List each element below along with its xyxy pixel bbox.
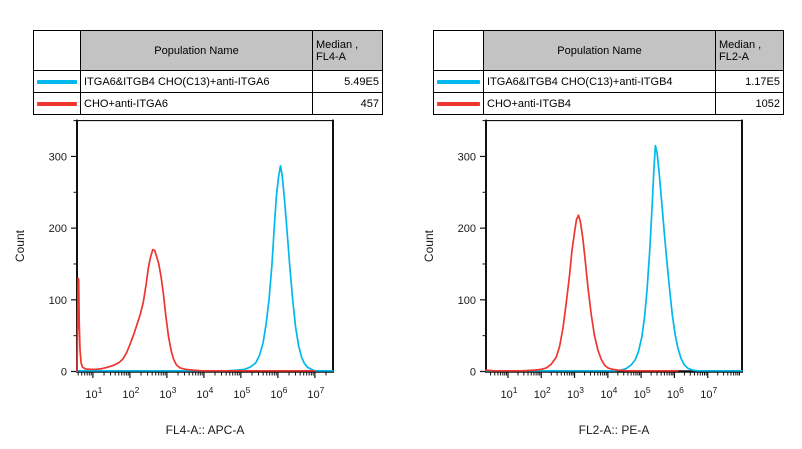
x-axis-title: FL2-A:: PE-A	[579, 423, 650, 437]
legend-header-population: Population Name	[80, 30, 313, 71]
histogram-curve-cyan	[76, 164, 334, 372]
x-tick-label: 102	[122, 385, 139, 401]
x-tick-label: 104	[196, 385, 213, 401]
x-tick-label: 103	[159, 385, 176, 401]
x-tick-label: 107	[307, 385, 324, 401]
histogram-curve-cyan	[485, 144, 743, 372]
x-tick-label: 105	[634, 385, 651, 401]
population-name: CHO+anti-ITGB4	[483, 92, 716, 115]
population-name: ITGA6&ITGB4 CHO(C13)+anti-ITGB4	[483, 70, 716, 93]
x-tick-label: 106	[270, 385, 287, 401]
median-header-stat-label: Median ,	[719, 38, 762, 51]
median-value: 1052	[715, 92, 784, 115]
legend-header-median: Median , FL4-A	[312, 30, 383, 71]
median-header-stat-label: Median ,	[316, 38, 359, 51]
series-swatch-cell	[433, 92, 484, 115]
median-header-channel-label: FL2-A	[719, 50, 749, 63]
histogram-curve-red	[76, 248, 316, 373]
y-axis-title: Count	[422, 229, 436, 262]
x-tick-label: 103	[567, 385, 584, 401]
series-swatch-line	[37, 79, 77, 84]
x-axis-title: FL4-A:: APC-A	[166, 423, 245, 437]
y-axis-title: Count	[13, 229, 27, 262]
y-tick-label: 300	[458, 151, 476, 163]
legend-table: Population Name Median , FL2-A ITGA6&ITGB4 …	[433, 30, 784, 115]
x-tick-label: 104	[600, 385, 617, 401]
x-tick-label: 101	[85, 385, 102, 401]
x-tick-label: 106	[667, 385, 684, 401]
median-value: 1.17E5	[715, 70, 784, 93]
legend-header-swatch	[33, 30, 81, 71]
legend-header-row: Population Name Median , FL4-A	[33, 30, 383, 71]
legend-header-population: Population Name	[483, 30, 716, 71]
legend-row: CHO+anti-ITGA6 457	[33, 92, 383, 115]
y-tick-label: 100	[49, 295, 67, 307]
series-swatch-line	[37, 101, 77, 106]
y-tick-label: 0	[470, 367, 476, 379]
y-tick-label: 100	[458, 295, 476, 307]
legend-header-row: Population Name Median , FL2-A	[433, 30, 784, 71]
legend-row: ITGA6&ITGB4 CHO(C13)+anti-ITGB4 1.17E5	[433, 70, 784, 93]
median-value: 457	[312, 92, 383, 115]
legend-header-median: Median , FL2-A	[715, 30, 784, 71]
y-tick-label: 0	[61, 367, 67, 379]
legend-row: CHO+anti-ITGB4 1052	[433, 92, 784, 115]
y-tick-label: 200	[49, 223, 67, 235]
series-swatch-line	[437, 79, 480, 84]
x-tick-label: 105	[233, 385, 250, 401]
x-tick-label: 101	[500, 385, 517, 401]
y-tick-label: 300	[49, 151, 67, 163]
series-swatch-line	[437, 101, 480, 106]
population-name: CHO+anti-ITGA6	[80, 92, 313, 115]
legend-table: Population Name Median , FL4-A ITGA6&ITGB4 …	[33, 30, 383, 115]
x-tick-label: 107	[700, 385, 717, 401]
legend-header-swatch	[433, 30, 484, 71]
x-tick-label: 102	[534, 385, 551, 401]
median-header-channel-label: FL4-A	[316, 50, 346, 63]
y-tick-label: 200	[458, 223, 476, 235]
histogram-curve-red	[485, 214, 679, 372]
population-name: ITGA6&ITGB4 CHO(C13)+anti-ITGA6	[80, 70, 313, 93]
